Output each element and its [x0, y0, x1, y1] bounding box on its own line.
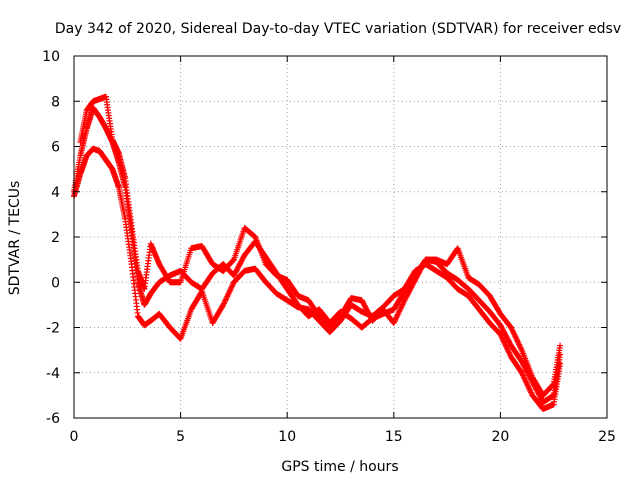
- x-tick-label: 10: [278, 429, 296, 445]
- x-tick-label: 15: [385, 429, 403, 445]
- data-point: [557, 342, 564, 349]
- x-tick-label: 20: [491, 429, 509, 445]
- data-point: [550, 381, 557, 388]
- y-tick-label: 4: [51, 185, 60, 201]
- y-tick-label: 8: [51, 94, 60, 110]
- y-tick-label: -2: [46, 321, 60, 337]
- x-tick-label: 5: [176, 429, 185, 445]
- series-track-3: [77, 93, 564, 399]
- y-tick-label: 10: [42, 49, 60, 65]
- y-axis-label: SDTVAR / TECUs: [7, 181, 23, 296]
- data-point: [557, 360, 564, 367]
- axis-ticks: 0 5 10 15 20 25 -6 -4 -2 0 2 4 6 8 10: [42, 49, 616, 445]
- x-axis-label: GPS time / hours: [281, 459, 398, 475]
- x-tick-label: 25: [598, 429, 616, 445]
- series-track-1: [71, 105, 564, 406]
- y-tick-label: -4: [46, 366, 60, 382]
- x-tick-label: 0: [70, 429, 79, 445]
- y-tick-label: 2: [51, 230, 60, 246]
- series-track-2: [71, 145, 564, 412]
- data-point: [230, 257, 237, 264]
- y-tick-label: 6: [51, 140, 60, 156]
- y-tick-label: 0: [51, 275, 60, 291]
- chart-title: Day 342 of 2020, Sidereal Day-to-day VTE…: [55, 21, 621, 37]
- data-points: [71, 93, 564, 412]
- y-tick-label: -6: [46, 411, 60, 427]
